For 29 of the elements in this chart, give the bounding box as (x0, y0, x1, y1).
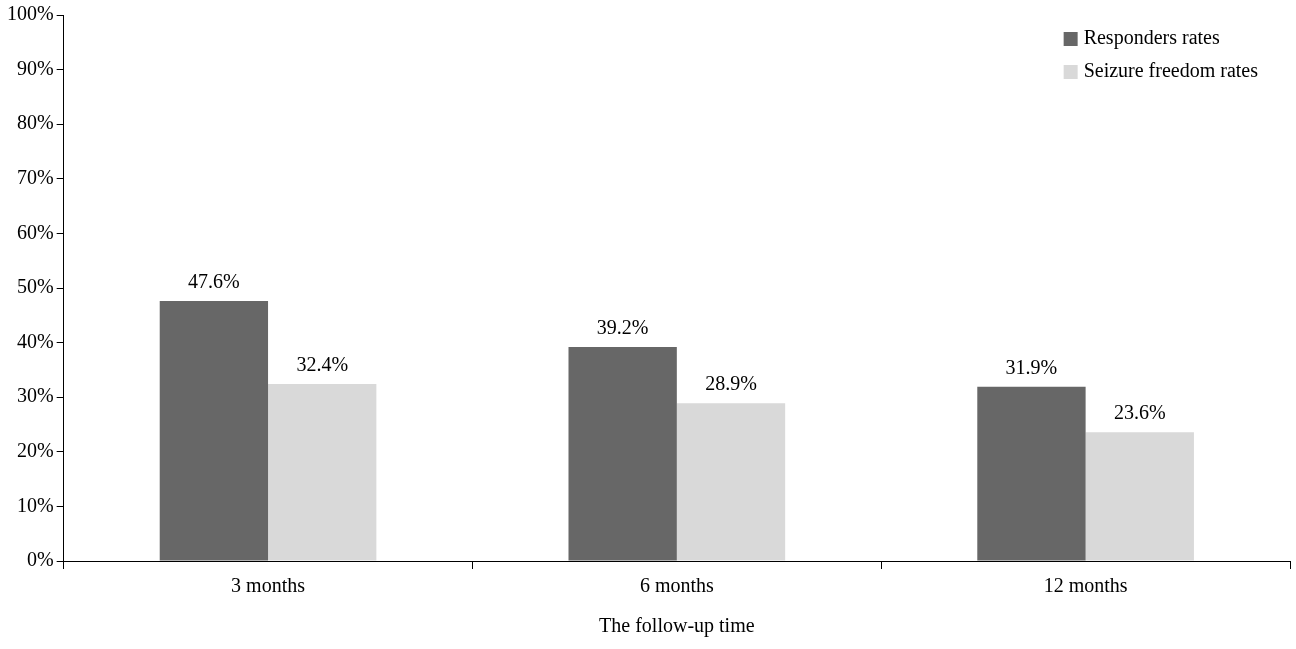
x-tick-label: 3 months (231, 574, 306, 597)
y-tick-label: 10% (16, 493, 54, 516)
y-tick-label: 30% (16, 384, 54, 407)
data-label: 23.6% (1113, 401, 1166, 424)
y-tick-label: 90% (16, 56, 54, 79)
y-tick-label: 20% (16, 439, 54, 462)
legend-label: Seizure freedom rates (1083, 59, 1259, 82)
y-tick-label: 80% (16, 111, 54, 134)
y-tick-label: 60% (16, 220, 54, 243)
bar (676, 403, 786, 561)
x-axis-title: The follow-up time (599, 614, 755, 638)
bar (159, 301, 269, 561)
legend-label: Responders rates (1083, 26, 1220, 50)
y-tick-label: 40% (16, 329, 54, 352)
bar (977, 386, 1086, 561)
data-label: 32.4% (296, 353, 349, 376)
data-label: 39.2% (596, 316, 649, 339)
data-label: 31.9% (1005, 356, 1058, 379)
data-label: 28.9% (705, 372, 757, 395)
x-tick-label: 6 months (639, 574, 714, 597)
y-tick-label: 70% (16, 166, 54, 189)
bar (268, 384, 377, 561)
bar (568, 346, 677, 561)
y-tick-label: 0% (26, 548, 54, 571)
bar (1085, 432, 1194, 561)
data-label: 47.6% (188, 270, 240, 293)
y-tick-label: 100% (6, 2, 54, 25)
y-tick-label: 50% (16, 275, 54, 298)
x-tick-label: 12 months (1043, 574, 1128, 597)
